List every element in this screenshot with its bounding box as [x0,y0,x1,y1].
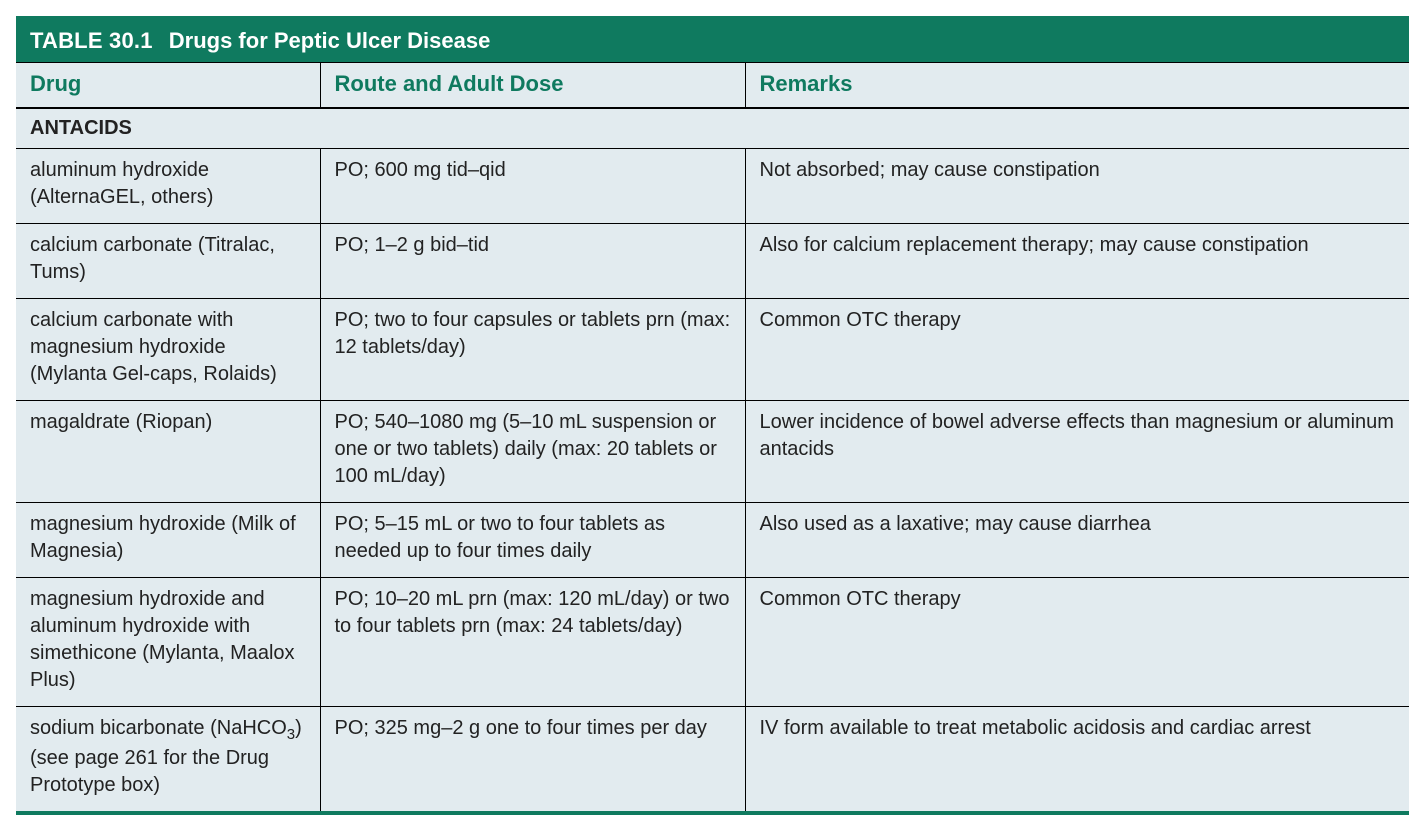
table-row: calcium carbonate (Titralac, Tums)PO; 1–… [16,224,1409,299]
cell-dose: PO; 1–2 g bid–tid [320,224,745,299]
cell-remarks: Lower incidence of bowel adverse effects… [745,401,1409,503]
cell-dose: PO; 5–15 mL or two to four tablets as ne… [320,503,745,578]
drug-table: TABLE 30.1 Drugs for Peptic Ulcer Diseas… [16,16,1409,815]
cell-drug: magnesium hydroxide and aluminum hydroxi… [16,578,320,707]
cell-drug: calcium carbonate (Titralac, Tums) [16,224,320,299]
cell-remarks: Also used as a laxative; may cause diarr… [745,503,1409,578]
col-header-remarks: Remarks [745,63,1409,109]
table-row: calcium carbonate with magnesium hydroxi… [16,299,1409,401]
cell-dose: PO; 540–1080 mg (5–10 mL suspension or o… [320,401,745,503]
cell-remarks: Common OTC therapy [745,299,1409,401]
table-row: magnesium hydroxide (Milk of Magnesia)PO… [16,503,1409,578]
col-header-drug: Drug [16,63,320,109]
cell-remarks: Common OTC therapy [745,578,1409,707]
cell-dose: PO; 10–20 mL prn (max: 120 mL/day) or tw… [320,578,745,707]
table-row: sodium bicarbonate (NaHCO3) (see page 26… [16,707,1409,814]
cell-dose: PO; 325 mg–2 g one to four times per day [320,707,745,814]
cell-remarks: Not absorbed; may cause constipation [745,149,1409,224]
table-row: magnesium hydroxide and aluminum hydroxi… [16,578,1409,707]
table-title: Drugs for Peptic Ulcer Disease [169,28,491,53]
cell-drug: magnesium hydroxide (Milk of Magnesia) [16,503,320,578]
table-title-row: TABLE 30.1 Drugs for Peptic Ulcer Diseas… [16,18,1409,63]
column-header-row: Drug Route and Adult Dose Remarks [16,63,1409,109]
col-header-dose: Route and Adult Dose [320,63,745,109]
table-row: magaldrate (Riopan)PO; 540–1080 mg (5–10… [16,401,1409,503]
cell-drug: sodium bicarbonate (NaHCO3) (see page 26… [16,707,320,814]
table-title-cell: TABLE 30.1 Drugs for Peptic Ulcer Diseas… [16,18,1409,63]
cell-drug: aluminum hydroxide (AlternaGEL, others) [16,149,320,224]
cell-dose: PO; two to four capsules or tablets prn … [320,299,745,401]
category-label: ANTACIDS [16,108,1409,149]
cell-remarks: Also for calcium replacement therapy; ma… [745,224,1409,299]
cell-drug: calcium carbonate with magnesium hydroxi… [16,299,320,401]
cell-dose: PO; 600 mg tid–qid [320,149,745,224]
table-number: TABLE 30.1 [30,28,153,53]
cell-drug: magaldrate (Riopan) [16,401,320,503]
cell-remarks: IV form available to treat metabolic aci… [745,707,1409,814]
table-row: aluminum hydroxide (AlternaGEL, others)P… [16,149,1409,224]
category-row: ANTACIDS [16,108,1409,149]
